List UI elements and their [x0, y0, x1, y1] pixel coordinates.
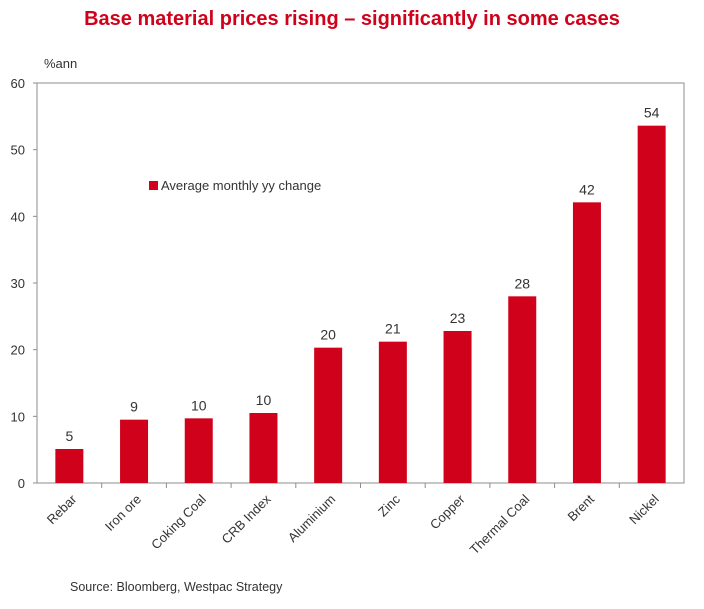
y-axis-unit-label: %ann — [44, 56, 77, 71]
bar — [443, 331, 472, 483]
y-tick-label: 20 — [11, 343, 25, 358]
bar — [314, 347, 343, 483]
y-tick-label: 30 — [11, 276, 25, 291]
y-tick-label: 60 — [11, 76, 25, 91]
y-tick-label: 0 — [18, 476, 25, 491]
chart-title: Base material prices rising – significan… — [84, 8, 620, 30]
data-label: 20 — [320, 327, 336, 343]
x-tick-label: Nickel — [626, 491, 662, 527]
data-label: 21 — [385, 321, 401, 337]
x-tick-label: Copper — [427, 491, 468, 532]
bar — [637, 125, 666, 484]
data-label: 10 — [256, 392, 272, 408]
x-tick-label: Thermal Coal — [467, 491, 533, 557]
data-label: 5 — [65, 428, 73, 444]
source-note: Source: Bloomberg, Westpac Strategy — [70, 580, 283, 594]
legend-swatch — [149, 181, 158, 190]
x-tick-label: Brent — [564, 491, 597, 524]
bar — [184, 418, 213, 483]
x-tick-label: Rebar — [44, 491, 80, 527]
x-tick-label: Zinc — [375, 491, 403, 519]
y-tick-label: 10 — [11, 409, 25, 424]
data-label: 42 — [579, 181, 595, 197]
bar — [378, 341, 407, 483]
axes: 0 10 20 30 40 50 60 — [11, 76, 685, 491]
data-label: 9 — [130, 399, 138, 415]
x-tick-label: Iron ore — [102, 492, 144, 534]
x-tick-label: Aluminium — [285, 492, 339, 546]
labels: 5 Rebar 9 Iron ore 10 Coking Coal 10 CRB Index 2… — [44, 105, 662, 558]
data-label: 54 — [644, 105, 660, 121]
bars — [55, 125, 666, 484]
bar — [572, 202, 601, 484]
data-label: 10 — [191, 397, 207, 413]
x-tick-label: Coking Coal — [148, 491, 209, 552]
legend: Average monthly yy change — [149, 178, 321, 193]
x-tick-label: CRB Index — [219, 491, 274, 546]
bar — [249, 413, 278, 483]
y-tick-label: 50 — [11, 143, 25, 158]
bar — [55, 449, 84, 483]
bar — [508, 296, 537, 483]
data-label: 28 — [514, 275, 530, 291]
y-tick-label: 40 — [11, 209, 25, 224]
bar — [120, 419, 149, 483]
legend-label: Average monthly yy change — [161, 178, 321, 193]
data-label: 23 — [450, 310, 466, 326]
